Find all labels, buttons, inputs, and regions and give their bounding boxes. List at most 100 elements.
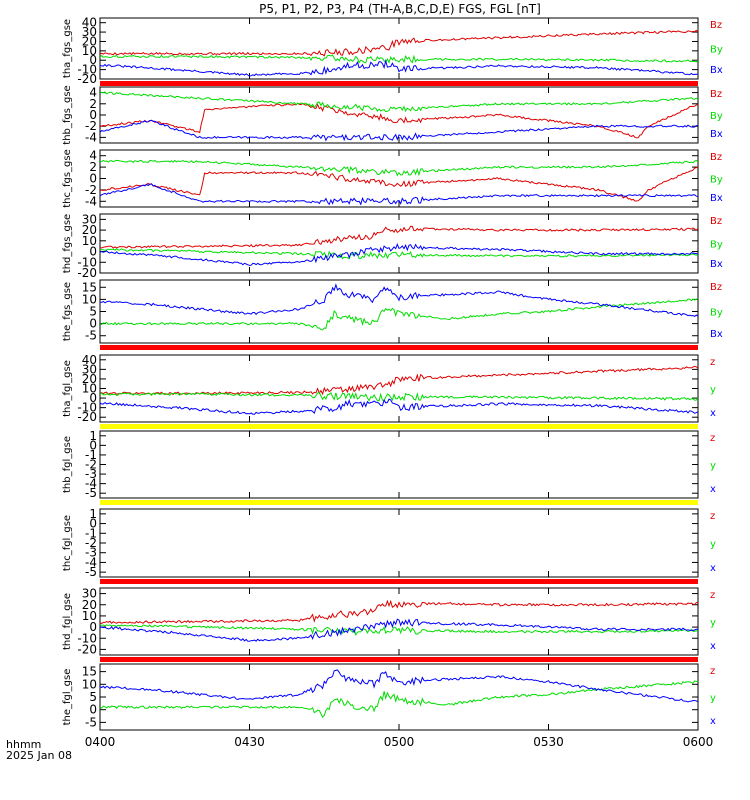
legend-y: By: [710, 45, 723, 56]
legend-x: Bx: [710, 65, 723, 76]
legend-x: x: [710, 641, 716, 652]
legend-x: Bx: [710, 259, 723, 270]
y-tick-label: 20: [82, 372, 97, 386]
series-z-line: [100, 599, 698, 625]
legend-y: y: [710, 693, 716, 704]
y-tick-label: -20: [77, 266, 97, 280]
y-tick-label: 30: [82, 587, 97, 601]
legend-z: z: [710, 511, 715, 522]
y-tick-label: -5: [85, 329, 97, 343]
y-tick-label: 20: [82, 598, 97, 612]
y-tick-label: 5: [89, 690, 97, 704]
y-tick-label: 0: [89, 391, 97, 405]
series-x-line: [100, 669, 698, 703]
legend-y: By: [710, 308, 723, 319]
panel-frame: [99, 17, 699, 80]
y-tick-label: -2: [85, 458, 97, 472]
panel-frame: [99, 213, 699, 274]
y-tick-label: -4: [85, 555, 97, 569]
x-tick-label: 0400: [85, 735, 116, 749]
legend-y: By: [710, 175, 723, 186]
y-tick-label: 0: [89, 53, 97, 67]
legend-z: Bz: [710, 20, 722, 31]
x-tick-label: 0500: [384, 735, 415, 749]
y-axis-label: tha_fgl_gse: [62, 360, 73, 417]
x-tick-label: 0430: [234, 735, 265, 749]
legend-z: Bz: [710, 282, 722, 293]
y-tick-label: 10: [82, 609, 97, 623]
status-bar-yellow: [100, 424, 698, 429]
series-z-line: [100, 102, 698, 139]
y-tick-label: -10: [77, 63, 97, 77]
y-tick-label: 4: [89, 86, 97, 100]
legend-z: z: [710, 666, 715, 677]
x-tick-label: 0600: [683, 735, 714, 749]
legend-x: Bx: [710, 329, 723, 340]
series-y-line: [100, 391, 698, 402]
y-tick-label: 0: [89, 245, 97, 259]
y-tick-label: -5: [85, 715, 97, 729]
traces: [100, 225, 698, 266]
panel-frame: [99, 663, 699, 731]
y-tick-label: 0: [89, 438, 97, 452]
legend-x: x: [710, 408, 716, 419]
series-x-line: [100, 398, 698, 415]
series-y-line: [100, 680, 698, 718]
y-tick-label: -2: [85, 536, 97, 550]
y-tick-label: -1: [85, 526, 97, 540]
series-y-line: [100, 54, 698, 64]
series-z-line: [100, 365, 698, 396]
y-tick-label: 20: [82, 223, 97, 237]
traces: [100, 91, 698, 142]
y-axis-label: thd_fgs_gse: [62, 214, 73, 273]
y-tick-label: -3: [85, 467, 97, 481]
y-tick-label: -10: [77, 255, 97, 269]
y-tick-label: 10: [82, 677, 97, 691]
legend-z: Bz: [710, 89, 722, 100]
y-tick-label: 0: [89, 317, 97, 331]
y-tick-label: 10: [82, 234, 97, 248]
y-tick-label: -4: [85, 194, 97, 208]
legend-x: x: [710, 563, 716, 574]
legend-x: Bx: [710, 193, 723, 204]
series-z-line: [100, 225, 698, 249]
y-tick-label: -10: [77, 401, 97, 415]
y-axis-label: tha_fgs_gse: [62, 19, 73, 78]
legend-x: x: [710, 716, 716, 727]
panel-thb_fgs_gse: 420-2-4 thb_fgs_gse Bz By Bx: [62, 85, 723, 144]
y-tick-label: 0: [89, 172, 97, 186]
traces: [100, 159, 698, 206]
traces: [100, 599, 698, 642]
y-axis-label: thc_fgl_gse: [62, 515, 73, 571]
y-tick-label: -20: [77, 642, 97, 656]
series-z-line: [100, 29, 698, 57]
legend-x: x: [710, 484, 716, 495]
y-tick-label: 0: [89, 703, 97, 717]
panel-frame: [99, 430, 699, 499]
x-tick-label: 0530: [533, 735, 564, 749]
y-tick-label: 30: [82, 362, 97, 376]
y-axis-label: thb_fgs_gse: [62, 85, 73, 144]
legend-y: y: [710, 385, 716, 396]
series-y-line: [100, 298, 698, 331]
y-tick-label: -5: [85, 565, 97, 579]
status-bar-red: [100, 657, 698, 662]
series-x-line: [100, 58, 698, 77]
y-axis-label: thd_fgl_gse: [62, 593, 73, 650]
status-bar-red: [100, 81, 698, 86]
y-tick-label: 40: [82, 16, 97, 30]
y-tick-label: 2: [89, 97, 97, 111]
panel-thc_fgs_gse: 420-2-4 thc_fgs_gse Bz By Bx: [62, 149, 723, 209]
series-x-line: [100, 618, 698, 642]
series-y-line: [100, 624, 698, 637]
y-tick-label: -10: [77, 631, 97, 645]
legend-z: z: [710, 357, 715, 368]
legend-y: y: [710, 539, 716, 550]
legend-y: y: [710, 461, 716, 472]
y-tick-label: 0: [89, 108, 97, 122]
traces: [100, 283, 698, 331]
y-tick-label: -1: [85, 448, 97, 462]
